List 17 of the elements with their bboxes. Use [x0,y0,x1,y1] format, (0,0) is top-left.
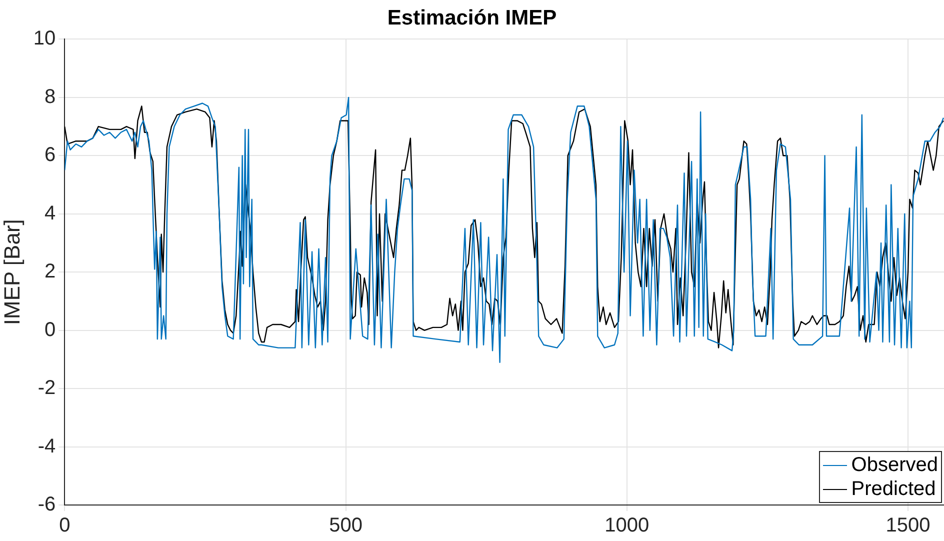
y-tick-label: 10 [33,28,56,50]
x-tick-label: 500 [329,514,362,537]
x-tick-label: 0 [59,514,70,537]
y-tick-label: -4 [38,435,56,458]
x-tick-label: 1500 [886,514,930,537]
y-tick-label: -2 [38,377,56,400]
legend-label: Predicted [851,477,936,501]
y-tick-label: 6 [44,144,56,166]
legend-label: Observed [851,453,938,477]
chart-title: Estimación IMEP [387,6,557,30]
y-tick-label: 2 [44,260,56,283]
y-tick-label: 8 [44,86,56,108]
y-tick-label: 4 [44,202,56,224]
x-tick-label: 1000 [604,514,650,537]
y-axis-title: IMEP [Bar] [0,219,24,326]
y-tick-label: -6 [38,494,56,516]
y-tick-label: 0 [44,318,56,341]
